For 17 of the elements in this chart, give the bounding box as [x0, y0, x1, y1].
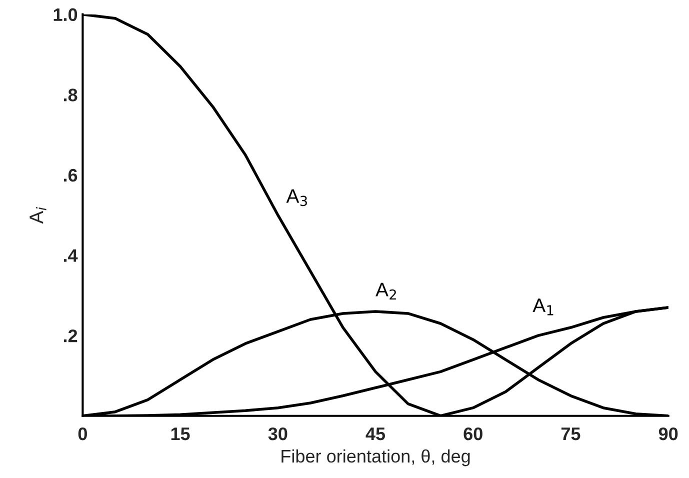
x-axis-title: Fiber orientation, θ, deg [282, 449, 470, 466]
series-label: A$_{2}$ [376, 282, 396, 300]
x-tick-label: 60 [464, 427, 482, 440]
y-tick-label: .6 [64, 168, 78, 182]
x-tick-label: 15 [171, 428, 190, 440]
series-label: A$_{3}$ [286, 189, 307, 206]
series-label: A$_{1}$ [532, 298, 554, 316]
x-tick-label: 0 [78, 427, 87, 440]
y-axis-title: A$_{i}$ [30, 206, 46, 224]
y-tick-label: .2 [64, 329, 78, 342]
y-tick-label: .4 [64, 249, 78, 262]
y-tick-label: .8 [64, 88, 78, 102]
x-tick-label: 90 [658, 427, 678, 440]
x-tick-label: 30 [268, 427, 288, 440]
y-tick-label: 1.0 [54, 8, 78, 22]
x-tick-label: 75 [561, 428, 580, 440]
x-tick-label: 45 [366, 428, 386, 440]
